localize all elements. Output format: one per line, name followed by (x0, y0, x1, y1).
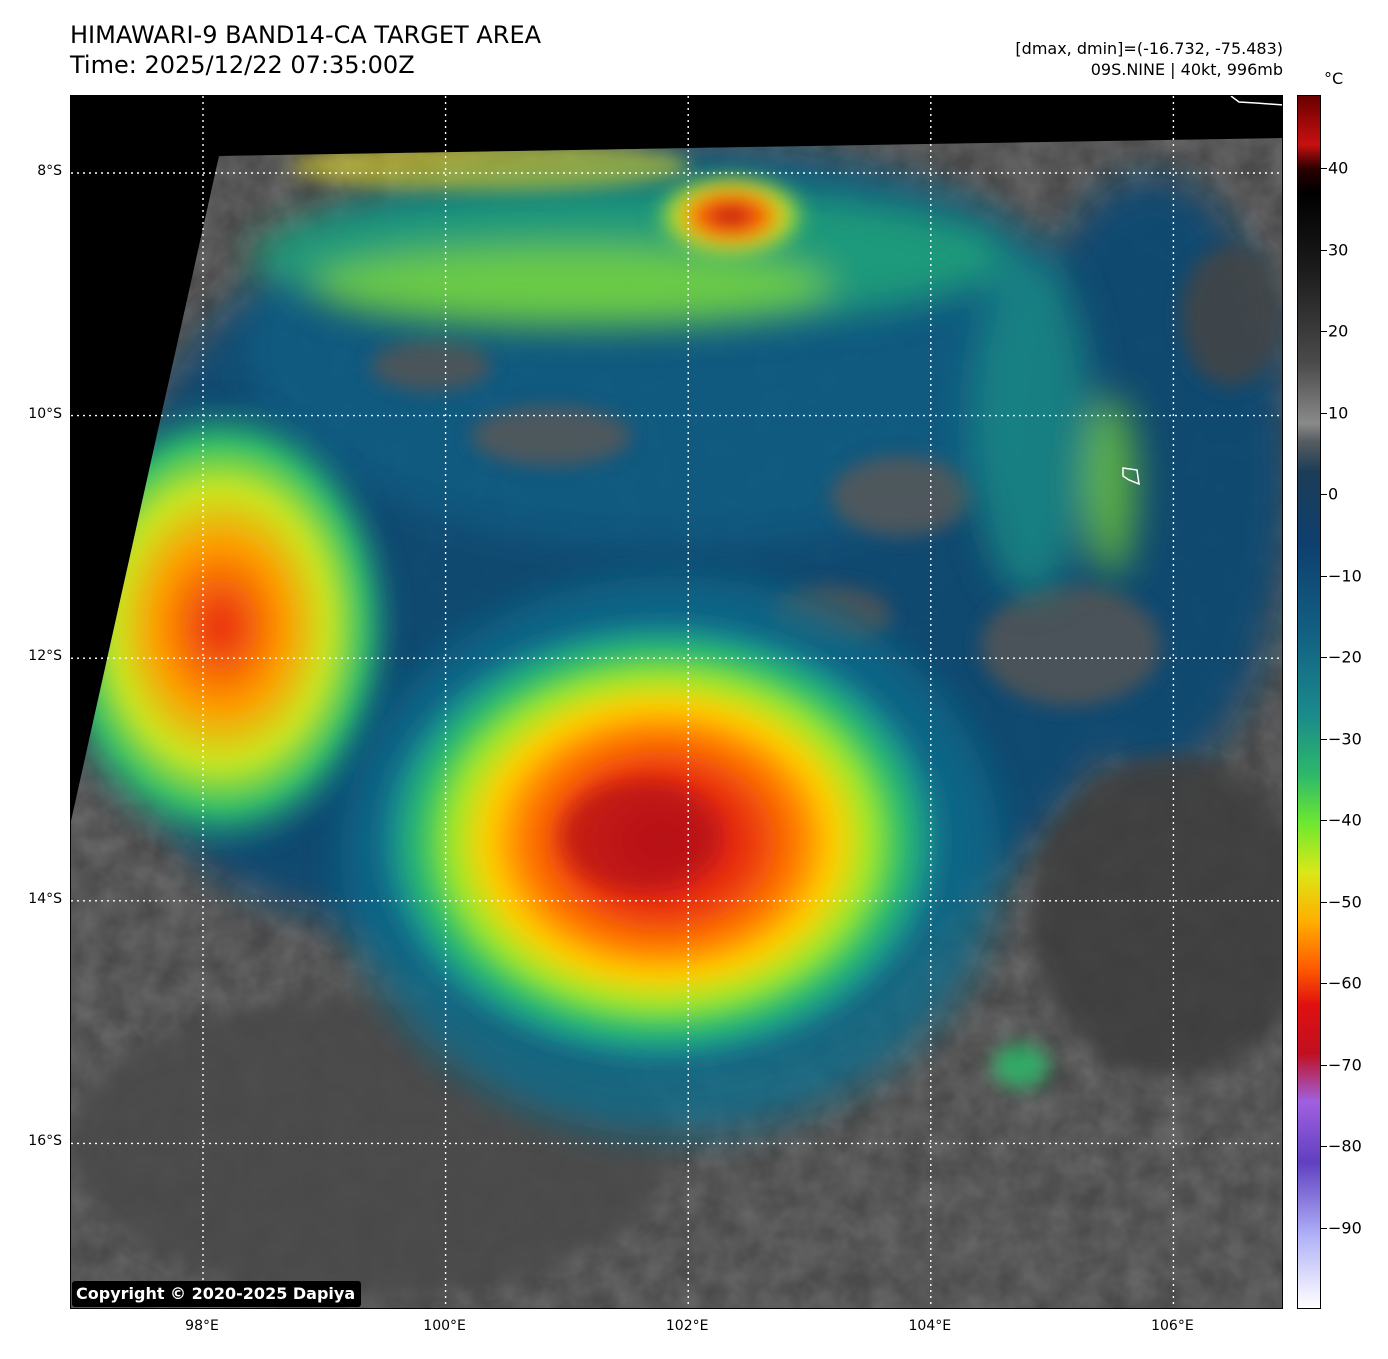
colorbar-tick-label: 10 (1328, 403, 1349, 423)
colorbar-tick-mark (1321, 575, 1327, 577)
colorbar-tick-mark (1321, 983, 1327, 985)
storm-info: [dmax, dmin]=(-16.732, -75.483) 09S.NINE… (1015, 38, 1283, 80)
coastline (1230, 96, 1282, 106)
colorbar-tick-mark (1321, 494, 1327, 496)
colorbar-tick-mark (1321, 820, 1327, 822)
colorbar-tick-label: 40 (1328, 158, 1349, 178)
lat-label: 14°S (28, 890, 62, 907)
colorbar-tick-mark (1321, 331, 1327, 333)
lat-label: 16°S (28, 1133, 62, 1150)
title-line-1: HIMAWARI-9 BAND14-CA TARGET AREA (70, 21, 542, 49)
colorbar-tick-mark (1321, 168, 1327, 170)
colorbar (1297, 95, 1321, 1309)
graticule (71, 96, 1282, 1308)
lon-label: 98°E (185, 1318, 219, 1334)
lon-label: 104°E (908, 1318, 952, 1334)
lat-label: 12°S (28, 648, 62, 665)
lon-label: 100°E (423, 1318, 466, 1334)
colorbar-tick-label: −50 (1328, 892, 1362, 912)
colorbar-tick-mark (1321, 738, 1327, 740)
colorbar-tick-label: −70 (1328, 1055, 1362, 1075)
storm-intensity-text: 09S.NINE | 40kt, 996mb (1090, 60, 1283, 79)
map-title: HIMAWARI-9 BAND14-CA TARGET AREA Time: 2… (70, 20, 541, 80)
colorbar-tick-mark (1321, 412, 1327, 414)
colorbar-tick-label: −80 (1328, 1136, 1362, 1156)
colorbar-tick-mark (1321, 1064, 1327, 1066)
island-outline (1122, 467, 1140, 486)
colorbar-tick-label: 30 (1328, 240, 1349, 260)
colorbar-tick-mark (1321, 249, 1327, 251)
colorbar-tick-mark (1321, 657, 1327, 659)
title-line-2: Time: 2025/12/22 07:35:00Z (70, 51, 415, 79)
temp-range-text: [dmax, dmin]=(-16.732, -75.483) (1015, 39, 1283, 58)
colorbar-tick-label: 0 (1328, 484, 1339, 504)
colorbar-tick-label: −10 (1328, 566, 1362, 586)
colorbar-tick-label: −20 (1328, 647, 1362, 667)
lon-label: 106°E (1151, 1318, 1194, 1334)
colorbar-tick-label: −60 (1328, 973, 1362, 993)
lon-label: 102°E (665, 1318, 709, 1334)
colorbar-tick-label: −40 (1328, 810, 1362, 830)
colorbar-tick-mark (1321, 901, 1327, 903)
colorbar-unit: °C (1324, 69, 1344, 88)
colorbar-tick-label: −30 (1328, 729, 1362, 749)
satellite-imagery (71, 96, 1282, 1308)
lat-label: 10°S (28, 405, 62, 422)
colorbar-tick-mark (1321, 1227, 1327, 1229)
lat-label: 8°S (37, 163, 62, 179)
colorbar-tick-label: 20 (1328, 321, 1349, 341)
copyright-badge: Copyright © 2020-2025 Dapiya (72, 1281, 362, 1307)
colorbar-tick-label: −90 (1328, 1218, 1362, 1238)
satellite-map (70, 95, 1283, 1309)
colorbar-tick-mark (1321, 1146, 1327, 1148)
